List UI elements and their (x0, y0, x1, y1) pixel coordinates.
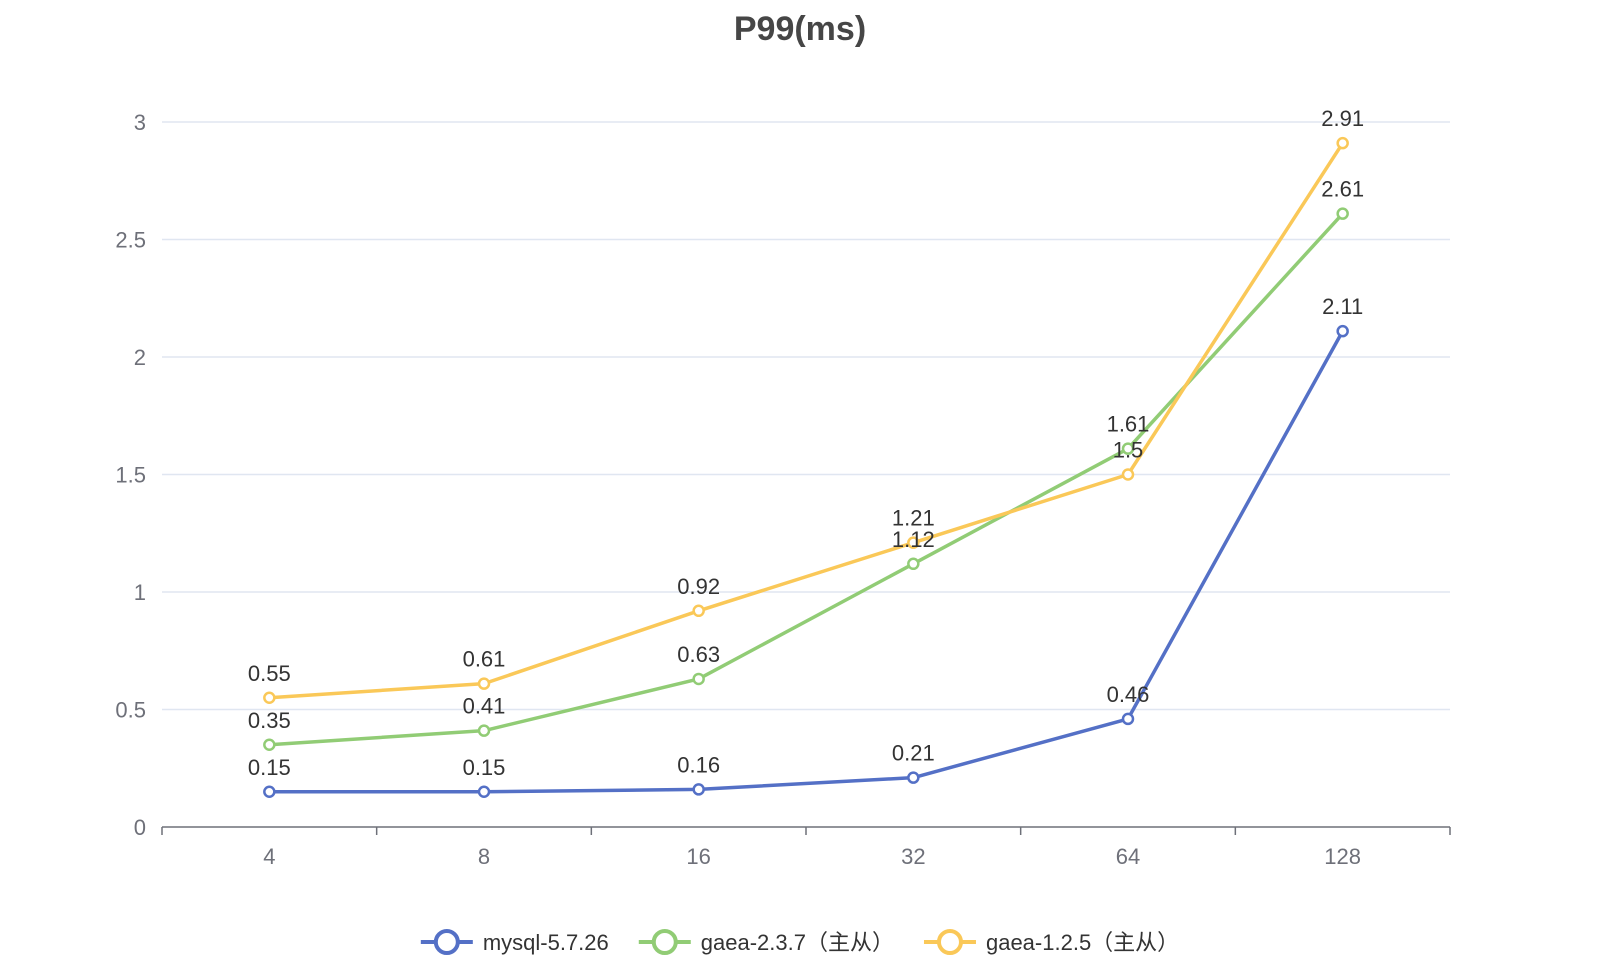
data-point[interactable] (477, 785, 491, 798)
legend-circle-icon (651, 929, 678, 955)
data-point[interactable] (477, 724, 491, 737)
x-tick-label: 4 (263, 844, 275, 869)
data-point[interactable] (692, 604, 705, 618)
data-point[interactable] (263, 738, 276, 751)
data-label: 0.55 (248, 661, 291, 686)
legend-label: gaea-1.2.5（主从） (986, 930, 1179, 955)
legend-circle-icon (936, 929, 963, 955)
data-point[interactable] (1121, 712, 1135, 726)
x-tick-label: 16 (686, 844, 710, 869)
data-point[interactable] (692, 783, 705, 796)
data-label: 2.91 (1321, 106, 1364, 131)
grid-lines (162, 121, 1450, 711)
y-tick-label: 1.5 (115, 463, 146, 488)
data-label: 0.21 (892, 741, 935, 766)
y-tick-label: 3 (134, 110, 146, 135)
legend-label: gaea-2.3.7（主从） (701, 930, 894, 955)
legend-circle-icon (433, 929, 460, 955)
x-tick-label: 128 (1324, 844, 1361, 869)
data-label: 1.61 (1107, 412, 1150, 437)
series-line (269, 330, 1345, 794)
chart-title: P99(ms) (734, 10, 866, 48)
data-label: 0.61 (463, 647, 506, 672)
y-tick-label: 0.5 (115, 698, 146, 723)
y-tick-label: 2 (134, 345, 146, 370)
data-label: 0.63 (677, 642, 720, 667)
series-line (269, 212, 1344, 747)
data-point[interactable] (477, 677, 491, 690)
data-label: 1.5 (1113, 438, 1144, 463)
data-label: 0.46 (1107, 682, 1150, 707)
data-point[interactable] (907, 536, 920, 549)
data-label: 0.41 (463, 694, 506, 719)
data-point[interactable] (263, 691, 276, 704)
legend-item[interactable]: gaea-2.3.7（主从） (638, 929, 894, 955)
series-line (269, 142, 1345, 700)
series-lines (263, 136, 1349, 798)
y-tick-label: 0 (134, 815, 146, 840)
legend-label: mysql-5.7.26 (483, 930, 609, 955)
data-label: 0.16 (677, 752, 720, 777)
axes: 0 0.5 1 1.5 2 2.5 3 4 8 16 32 64 128 (115, 110, 1451, 869)
data-label: 0.15 (463, 755, 506, 780)
x-tick-label: 32 (901, 844, 925, 869)
data-label: 0.92 (677, 574, 720, 599)
data-label: 0.15 (248, 755, 291, 780)
y-tick-label: 2.5 (115, 228, 146, 253)
data-point[interactable] (1336, 207, 1349, 220)
data-point[interactable] (692, 672, 705, 686)
data-point[interactable] (1121, 442, 1135, 455)
data-label: 1.21 (892, 506, 935, 531)
data-label: 1.12 (892, 527, 935, 552)
data-point[interactable] (907, 771, 920, 784)
legend-item[interactable]: mysql-5.7.26 (420, 929, 609, 955)
legend[interactable]: mysql-5.7.26 gaea-2.3.7（主从） gaea-1.2.5（主从） (420, 929, 1179, 955)
data-point[interactable] (263, 785, 276, 798)
data-label: 2.61 (1321, 177, 1364, 202)
y-tick-label: 1 (134, 580, 146, 605)
data-label: 2.11 (1322, 294, 1363, 319)
data-labels: 0.15 0.15 0.16 0.21 0.46 2.11 0.35 0.41 0.63 1.12… (248, 106, 1364, 780)
data-point[interactable] (1336, 136, 1349, 150)
data-point[interactable] (907, 557, 920, 571)
x-tick-label: 8 (478, 844, 490, 869)
data-point[interactable] (1121, 468, 1135, 481)
legend-item[interactable]: gaea-1.2.5（主从） (923, 929, 1179, 955)
x-tick-label: 64 (1116, 844, 1140, 869)
data-label: 0.35 (248, 708, 291, 733)
data-point[interactable] (1336, 324, 1349, 338)
